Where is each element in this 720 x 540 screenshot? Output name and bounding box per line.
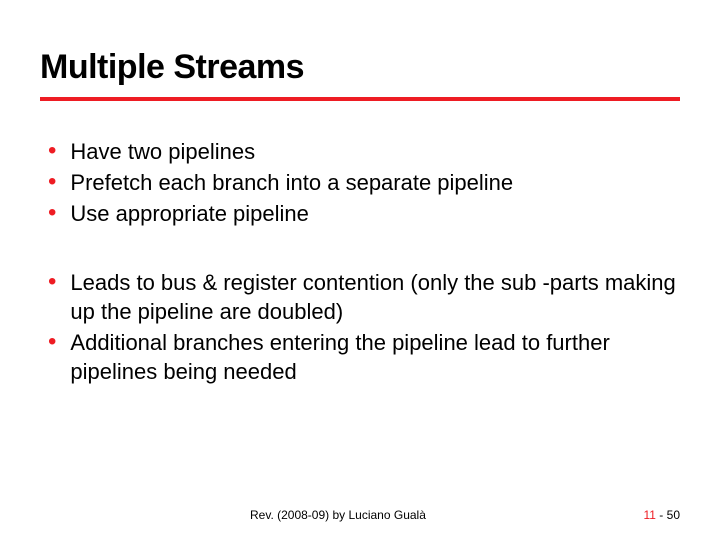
bullet-item: • Have two pipelines — [48, 137, 680, 166]
bullet-item: • Additional branches entering the pipel… — [48, 328, 680, 386]
bullet-area: • Have two pipelines • Prefetch each bra… — [40, 137, 680, 386]
footer-revision: Rev. (2008-09) by Luciano Gualà — [250, 508, 426, 522]
bullet-text: Have two pipelines — [70, 137, 680, 166]
footer-chapter-number: 11 — [644, 508, 656, 522]
bullet-text: Leads to bus & register contention (only… — [70, 268, 680, 326]
title-divider — [40, 97, 680, 101]
bullet-dot-icon: • — [48, 168, 56, 197]
slide-footer: Rev. (2008-09) by Luciano Gualà 11 - 50 — [0, 508, 720, 522]
bullet-item: • Prefetch each branch into a separate p… — [48, 168, 680, 197]
footer-separator: - — [656, 508, 667, 522]
footer-page: 11 - 50 — [644, 508, 681, 522]
bullet-group-1: • Have two pipelines • Prefetch each bra… — [48, 137, 680, 228]
bullet-dot-icon: • — [48, 328, 56, 357]
bullet-text: Additional branches entering the pipelin… — [70, 328, 680, 386]
slide-title: Multiple Streams — [40, 48, 680, 87]
bullet-item: • Leads to bus & register contention (on… — [48, 268, 680, 326]
footer-page-number: 50 — [667, 508, 680, 522]
bullet-dot-icon: • — [48, 199, 56, 228]
slide: Multiple Streams • Have two pipelines • … — [0, 0, 720, 540]
bullet-text: Prefetch each branch into a separate pip… — [70, 168, 680, 197]
bullet-dot-icon: • — [48, 268, 56, 297]
bullet-text: Use appropriate pipeline — [70, 199, 680, 228]
bullet-item: • Use appropriate pipeline — [48, 199, 680, 228]
bullet-group-2: • Leads to bus & register contention (on… — [48, 268, 680, 386]
bullet-dot-icon: • — [48, 137, 56, 166]
